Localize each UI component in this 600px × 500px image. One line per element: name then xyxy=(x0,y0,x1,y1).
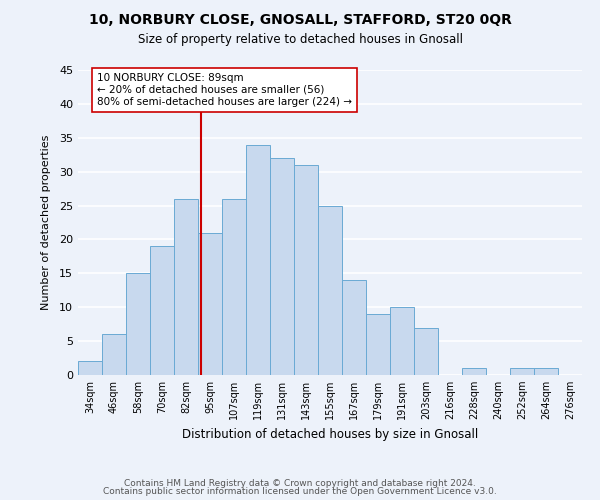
Bar xyxy=(390,307,414,375)
Text: Contains HM Land Registry data © Crown copyright and database right 2024.: Contains HM Land Registry data © Crown c… xyxy=(124,478,476,488)
Bar xyxy=(102,334,126,375)
Text: Size of property relative to detached houses in Gnosall: Size of property relative to detached ho… xyxy=(137,32,463,46)
Bar xyxy=(414,328,438,375)
Bar xyxy=(222,199,246,375)
Bar xyxy=(510,368,534,375)
Text: 10, NORBURY CLOSE, GNOSALL, STAFFORD, ST20 0QR: 10, NORBURY CLOSE, GNOSALL, STAFFORD, ST… xyxy=(89,12,511,26)
Bar xyxy=(246,144,270,375)
Text: Contains public sector information licensed under the Open Government Licence v3: Contains public sector information licen… xyxy=(103,487,497,496)
Bar xyxy=(174,199,198,375)
Bar xyxy=(534,368,558,375)
Bar xyxy=(342,280,366,375)
Bar xyxy=(198,232,222,375)
X-axis label: Distribution of detached houses by size in Gnosall: Distribution of detached houses by size … xyxy=(182,428,478,440)
Bar xyxy=(270,158,294,375)
Bar xyxy=(78,362,102,375)
Bar xyxy=(150,246,174,375)
Bar xyxy=(366,314,390,375)
Bar xyxy=(462,368,486,375)
Y-axis label: Number of detached properties: Number of detached properties xyxy=(41,135,50,310)
Bar xyxy=(294,165,318,375)
Bar xyxy=(126,274,150,375)
Bar xyxy=(318,206,342,375)
Text: 10 NORBURY CLOSE: 89sqm
← 20% of detached houses are smaller (56)
80% of semi-de: 10 NORBURY CLOSE: 89sqm ← 20% of detache… xyxy=(97,74,352,106)
